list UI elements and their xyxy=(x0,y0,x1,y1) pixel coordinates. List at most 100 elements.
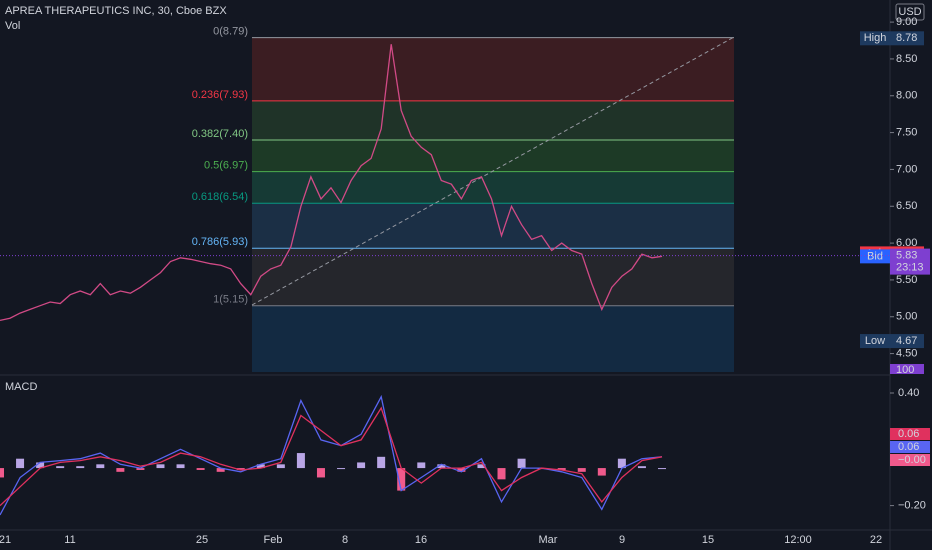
macd-tick-label: −0.20 xyxy=(898,500,926,512)
price-line xyxy=(0,44,663,322)
time-label: 25 xyxy=(196,534,208,546)
fib-band xyxy=(252,37,734,101)
volume-label: Vol xyxy=(5,20,20,32)
macd-histogram-bar xyxy=(637,466,646,469)
macd-badge: −0.00 xyxy=(898,454,926,466)
y-tick-label: 4.50 xyxy=(896,347,917,359)
price-marker-box xyxy=(890,31,924,46)
fib-band xyxy=(252,100,734,140)
fib-band xyxy=(252,203,734,249)
macd-histogram-bar xyxy=(216,468,225,472)
macd-histogram-bar xyxy=(497,468,506,480)
macd-badge-box xyxy=(890,441,930,453)
macd-line xyxy=(0,406,663,507)
macd-histogram-bar xyxy=(577,468,586,472)
currency-box xyxy=(895,3,925,21)
macd-histogram-bar xyxy=(457,468,466,472)
macd-histogram-bar xyxy=(357,462,366,469)
time-label: 21 xyxy=(0,534,11,546)
y-tick-label: 9.00 xyxy=(896,16,917,28)
fib-label: 0.618(6.54) xyxy=(192,191,248,203)
macd-histogram-bar xyxy=(517,458,526,469)
macd-histogram-bar xyxy=(417,462,426,469)
price-marker-label: High xyxy=(864,32,887,44)
y-tick-label: 5.50 xyxy=(896,274,917,286)
time-label: 22 xyxy=(870,534,882,546)
macd-histogram-bar xyxy=(96,464,105,469)
macd-histogram-bar xyxy=(196,468,205,470)
macd-histogram-bar xyxy=(236,468,245,470)
fib-label: 0.236(7.93) xyxy=(192,89,248,101)
macd-badge: 0.06 xyxy=(898,441,919,453)
y-tick-label: 5.00 xyxy=(896,311,917,323)
time-label: 8 xyxy=(342,534,348,546)
macd-histogram-bar xyxy=(16,458,25,469)
macd-histogram-bar xyxy=(437,464,446,469)
last-price: 5.83 xyxy=(896,250,917,262)
macd-histogram-bar xyxy=(557,468,566,470)
macd-histogram-bar xyxy=(658,468,666,470)
price-marker-value: 8.78 xyxy=(896,32,917,44)
macd-histogram-bar xyxy=(136,468,145,470)
time-label: 15 xyxy=(702,534,714,546)
macd-histogram-bar xyxy=(477,464,486,469)
fib-label: 1(5.15) xyxy=(213,294,248,306)
price-marker-label: Low xyxy=(865,335,885,347)
volume-box xyxy=(890,364,924,374)
volume-marker: 100 xyxy=(896,364,914,376)
countdown: 23:13 xyxy=(896,262,924,274)
fib-band xyxy=(252,305,734,372)
macd-histogram-bar xyxy=(156,464,165,469)
macd-histogram-bar xyxy=(256,464,265,469)
y-tick-label: 7.50 xyxy=(896,127,917,139)
fib-band xyxy=(252,171,734,204)
time-label: 9 xyxy=(619,534,625,546)
macd-title: MACD xyxy=(5,381,37,393)
macd-histogram-bar xyxy=(397,468,406,491)
price-marker-label-box xyxy=(860,31,890,46)
time-label: 11 xyxy=(64,534,75,546)
y-tick-label: 6.50 xyxy=(896,200,917,212)
currency: USD xyxy=(898,6,921,18)
y-tick-label: 8.50 xyxy=(896,53,917,65)
fib-group: 0(8.79) 0.236(7.93) 0.382(7.40) 0.5(6.97) 0.… xyxy=(192,25,734,372)
fib-band xyxy=(252,139,734,172)
chart-title: APREA THERAPEUTICS INC, 30, Cboe BZX xyxy=(5,5,227,17)
price-marker-label: Bid xyxy=(867,250,883,262)
macd-histogram-bar xyxy=(617,458,626,469)
y-tick-label: 7.00 xyxy=(896,163,917,175)
macd-badge-box xyxy=(890,454,930,466)
macd-histogram-bar xyxy=(176,464,185,469)
macd-histogram-bar xyxy=(276,464,285,469)
macd-histogram-bar xyxy=(36,462,45,469)
macd-histogram-bar xyxy=(116,468,125,472)
macd-histogram-bar xyxy=(296,453,305,469)
trend-line xyxy=(251,36,735,306)
y-tick-label: 8.00 xyxy=(896,90,917,102)
macd-histogram-bar xyxy=(56,466,65,469)
macd-histogram-bar xyxy=(0,468,4,478)
price-marker-label-box xyxy=(860,249,890,264)
fib-label: 0.786(5.93) xyxy=(192,236,248,248)
fib-label: 0.5(6.97) xyxy=(204,160,248,172)
time-label: Feb xyxy=(264,534,283,546)
fib-label: 0.382(7.40) xyxy=(192,128,248,140)
macd-badge-box xyxy=(890,428,930,440)
time-label: 12:00 xyxy=(784,534,812,546)
macd-histogram-bar xyxy=(76,466,85,469)
time-label: Mar xyxy=(539,534,558,546)
y-tick-label: 6.00 xyxy=(896,237,917,249)
macd-histogram-bar xyxy=(337,468,346,470)
price-marker-value: 4.67 xyxy=(896,335,917,347)
price-marker-box xyxy=(890,334,924,349)
price-marker-label-box xyxy=(860,334,890,349)
fib-label: 0(8.79) xyxy=(213,25,248,37)
macd-tick-label: 0.40 xyxy=(898,387,919,399)
time-label: 16 xyxy=(415,534,427,546)
last-price-box xyxy=(890,248,930,275)
macd-histogram-bar xyxy=(316,468,325,478)
macd-histogram-bar xyxy=(597,468,606,476)
macd-histogram-bar xyxy=(377,456,386,469)
macd-badge: 0.06 xyxy=(898,428,919,440)
